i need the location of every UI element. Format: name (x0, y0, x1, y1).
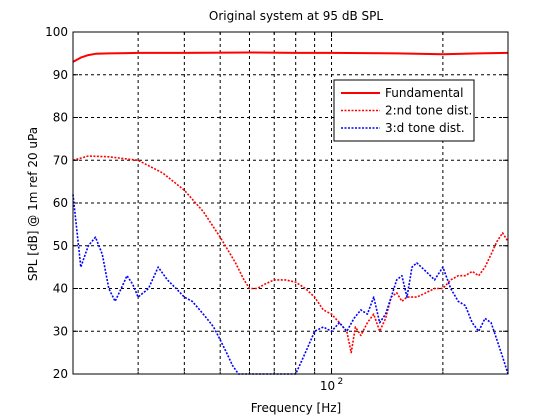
y-tick-label: 100 (45, 25, 68, 39)
x-tick-label: 10 (320, 379, 335, 393)
legend-box (333, 79, 475, 142)
y-tick-label: 80 (53, 111, 68, 125)
series-line-3 (72, 194, 509, 375)
axis-ticks: 20 30 40 50 60 70 80 90 100 10 2 (45, 25, 509, 393)
y-tick-label: 60 (53, 196, 68, 210)
chart-title: Original system at 95 dB SPL (209, 9, 383, 23)
y-tick-label: 90 (53, 68, 68, 82)
legend-label: 3:d tone dist. (385, 121, 465, 135)
y-axis-label: SPL [dB] @ 1m ref 20 uPa (26, 127, 40, 281)
legend: Fundamental 2:nd tone dist. 3:d tone dist. (333, 79, 475, 142)
y-tick-label: 40 (53, 282, 68, 296)
x-tick-label-exponent: 2 (338, 377, 344, 387)
legend-label: 2:nd tone dist. (385, 104, 472, 118)
series-lines (72, 51, 509, 375)
x-axis-label: Frequency [Hz] (251, 401, 342, 415)
legend-label: Fundamental (385, 86, 464, 100)
y-tick-label: 20 (53, 367, 68, 381)
y-tick-label: 30 (53, 324, 68, 338)
grid (73, 32, 508, 374)
series-line-2 (72, 155, 509, 354)
y-tick-label: 50 (53, 239, 68, 253)
series-line-1 (72, 51, 509, 63)
y-tick-label: 70 (53, 153, 68, 167)
